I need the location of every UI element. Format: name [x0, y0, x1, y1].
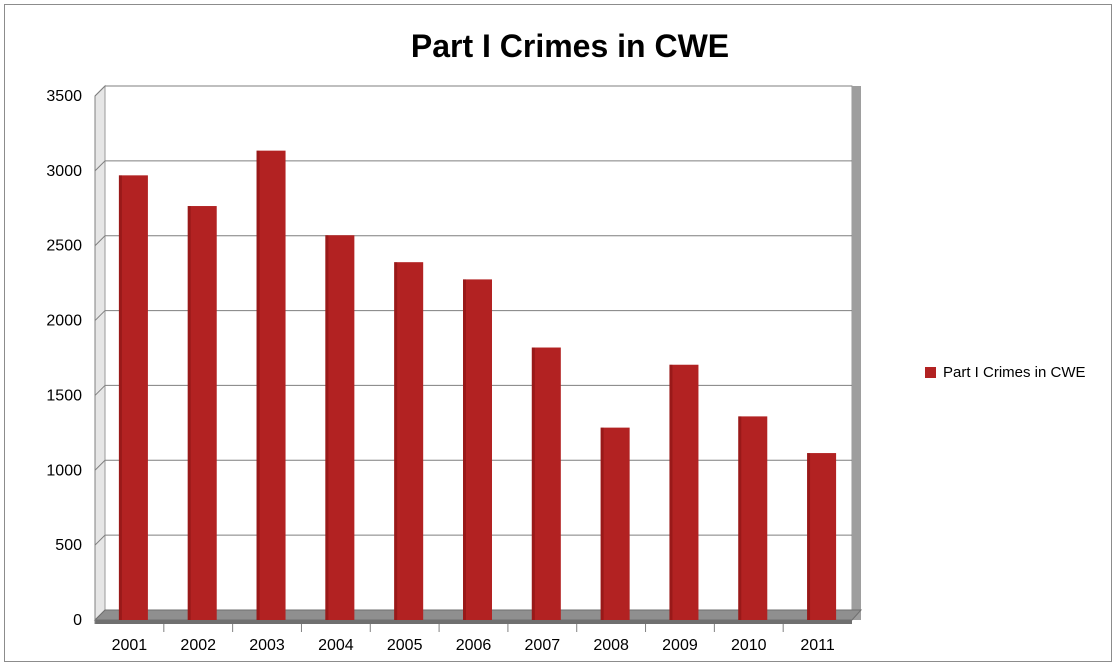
bar [256, 150, 286, 620]
y-tick-label: 2000 [46, 313, 82, 330]
x-tick-label: 2010 [731, 637, 767, 654]
gridline-side [94, 310, 106, 321]
x-tick-label: 2008 [593, 637, 629, 654]
y-tick-label: 1500 [46, 387, 82, 404]
gridline-side [94, 459, 106, 471]
x-tick-label: 2002 [180, 637, 216, 654]
chart-floor-edge [95, 620, 852, 624]
gridline-side [94, 385, 106, 396]
x-tick-label: 2009 [662, 637, 698, 654]
bar-edge [531, 347, 535, 620]
bar [531, 347, 561, 620]
x-tick-label: 2003 [249, 637, 285, 654]
y-tick-label: 0 [73, 612, 82, 629]
bar-edge [256, 150, 260, 620]
gridline-side [94, 160, 106, 172]
bar [118, 175, 148, 620]
bar [325, 235, 355, 620]
x-tick-label: 2005 [387, 637, 423, 654]
gridline-side [94, 85, 106, 97]
x-tick-label: 2011 [800, 637, 835, 654]
x-tick-label: 2006 [456, 637, 492, 654]
y-tick-label: 3000 [46, 163, 82, 180]
bar-edge [118, 175, 122, 620]
x-tick-label: 2004 [318, 637, 354, 654]
bar-edge [738, 416, 742, 620]
bar-edge [325, 235, 329, 620]
bar [463, 279, 492, 620]
bar [394, 262, 424, 620]
y-tick-label: 500 [55, 537, 82, 554]
bar [738, 416, 768, 620]
bar-edge [600, 427, 604, 620]
gridline-side [94, 534, 106, 546]
x-tick-label: 2001 [112, 637, 148, 654]
bar-edge [669, 364, 673, 620]
bar-edge [807, 453, 811, 620]
chart-title: Part I Crimes in CWE [410, 28, 730, 64]
y-tick-label: 1000 [46, 462, 82, 479]
bar-edge [394, 262, 398, 620]
bar-edge [463, 279, 466, 620]
bar [807, 453, 837, 620]
gridline-side [94, 235, 106, 247]
bar [600, 427, 630, 620]
bar-edge [187, 206, 191, 621]
chart-wall-shadow [852, 86, 861, 620]
y-tick-label: 2500 [46, 238, 82, 255]
legend-swatch [925, 367, 936, 378]
legend-label: Part I Crimes in CWE [943, 364, 1086, 381]
legend: Part I Crimes in CWE [925, 364, 1086, 381]
x-tick-label: 2007 [525, 637, 561, 654]
bar [187, 206, 217, 621]
bar [669, 364, 699, 620]
y-tick-label: 3500 [46, 88, 82, 105]
